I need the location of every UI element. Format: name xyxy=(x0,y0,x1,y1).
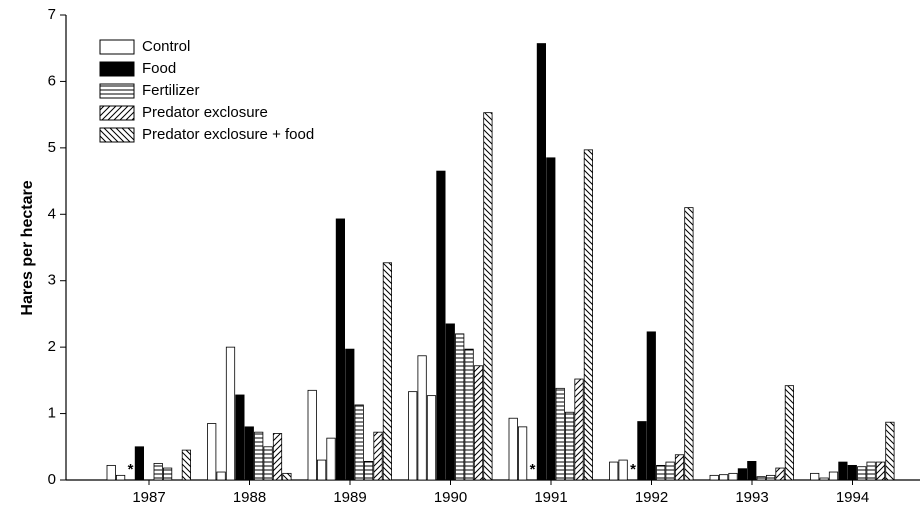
bar xyxy=(709,474,719,481)
bar xyxy=(719,474,729,481)
bar xyxy=(335,218,346,481)
bar xyxy=(162,467,173,481)
x-tick-label: 1991 xyxy=(534,489,567,506)
bar xyxy=(363,460,374,481)
bar xyxy=(316,459,327,481)
bar xyxy=(618,459,628,481)
bar xyxy=(207,423,217,481)
bar xyxy=(235,394,245,481)
bar xyxy=(838,461,848,481)
bar xyxy=(382,262,393,481)
y-tick-label: 4 xyxy=(48,205,56,222)
bar xyxy=(546,157,556,481)
bar xyxy=(263,446,273,481)
legend-label: Food xyxy=(142,60,176,77)
bar xyxy=(417,355,427,481)
bar xyxy=(134,446,144,481)
bar xyxy=(574,378,584,481)
bar xyxy=(272,433,283,481)
y-tick-label: 0 xyxy=(48,471,56,488)
legend-label: Control xyxy=(142,38,190,55)
x-tick-label: 1994 xyxy=(836,489,869,506)
x-tick-label: 1989 xyxy=(333,489,366,506)
bar xyxy=(116,474,126,481)
bar xyxy=(684,207,694,481)
x-tick-label: 1990 xyxy=(434,489,467,506)
bar xyxy=(637,421,647,481)
legend-swatch xyxy=(99,83,135,99)
legend-label: Predator exclosure + food xyxy=(142,126,314,143)
bar xyxy=(455,333,465,481)
bar xyxy=(436,170,446,481)
bar xyxy=(536,43,547,481)
legend-label: Predator exclosure xyxy=(142,104,268,121)
bar xyxy=(784,385,795,481)
legend-label: Fertilizer xyxy=(142,82,200,99)
bar xyxy=(775,467,785,481)
bar xyxy=(885,421,895,481)
bar xyxy=(464,348,474,481)
bar xyxy=(857,466,867,481)
missing-marker: * xyxy=(128,461,134,478)
bar xyxy=(810,472,820,481)
bar xyxy=(583,149,594,481)
bar xyxy=(747,460,757,481)
y-tick-label: 3 xyxy=(48,272,56,289)
y-tick-label: 1 xyxy=(48,405,56,422)
bar xyxy=(728,472,738,481)
bar xyxy=(282,472,292,481)
bar xyxy=(244,426,254,481)
bar xyxy=(225,346,236,481)
y-tick-label: 5 xyxy=(48,139,56,156)
x-tick-label: 1988 xyxy=(233,489,266,506)
bar xyxy=(656,464,666,481)
legend-swatch xyxy=(99,127,135,143)
bar xyxy=(828,471,839,481)
bar xyxy=(737,468,748,481)
bar xyxy=(866,461,876,481)
bar xyxy=(408,391,418,481)
bar xyxy=(665,461,675,481)
legend-swatch xyxy=(99,39,135,55)
bar xyxy=(609,461,619,481)
bar xyxy=(819,477,829,481)
bar xyxy=(473,365,484,481)
bar xyxy=(756,476,766,481)
bar xyxy=(508,417,518,481)
y-axis-label: Hares per hectare xyxy=(19,180,36,315)
missing-marker: * xyxy=(530,461,536,478)
bar xyxy=(518,426,528,481)
bar xyxy=(674,454,685,481)
bar xyxy=(646,331,656,481)
y-tick-label: 2 xyxy=(48,338,56,355)
y-tick-label: 7 xyxy=(48,6,56,23)
x-tick-label: 1992 xyxy=(635,489,668,506)
bar xyxy=(426,395,437,481)
bar xyxy=(483,112,493,481)
bar xyxy=(875,461,886,481)
x-tick-label: 1987 xyxy=(132,489,165,506)
bar xyxy=(354,404,364,481)
missing-marker: * xyxy=(630,461,636,478)
legend-swatch xyxy=(99,105,135,121)
bar xyxy=(307,389,317,481)
y-tick-label: 6 xyxy=(48,72,56,89)
bar xyxy=(373,431,383,481)
bar xyxy=(847,464,857,481)
bar xyxy=(345,348,355,481)
bar xyxy=(153,462,163,481)
bar xyxy=(254,431,264,481)
legend-swatch xyxy=(99,61,135,77)
bar xyxy=(445,323,455,481)
bar xyxy=(565,411,575,481)
bar xyxy=(106,464,116,481)
bar xyxy=(181,449,191,481)
bar xyxy=(766,474,776,481)
bar xyxy=(555,387,565,481)
bar xyxy=(326,437,336,481)
x-tick-label: 1993 xyxy=(735,489,768,506)
bar xyxy=(216,471,226,481)
